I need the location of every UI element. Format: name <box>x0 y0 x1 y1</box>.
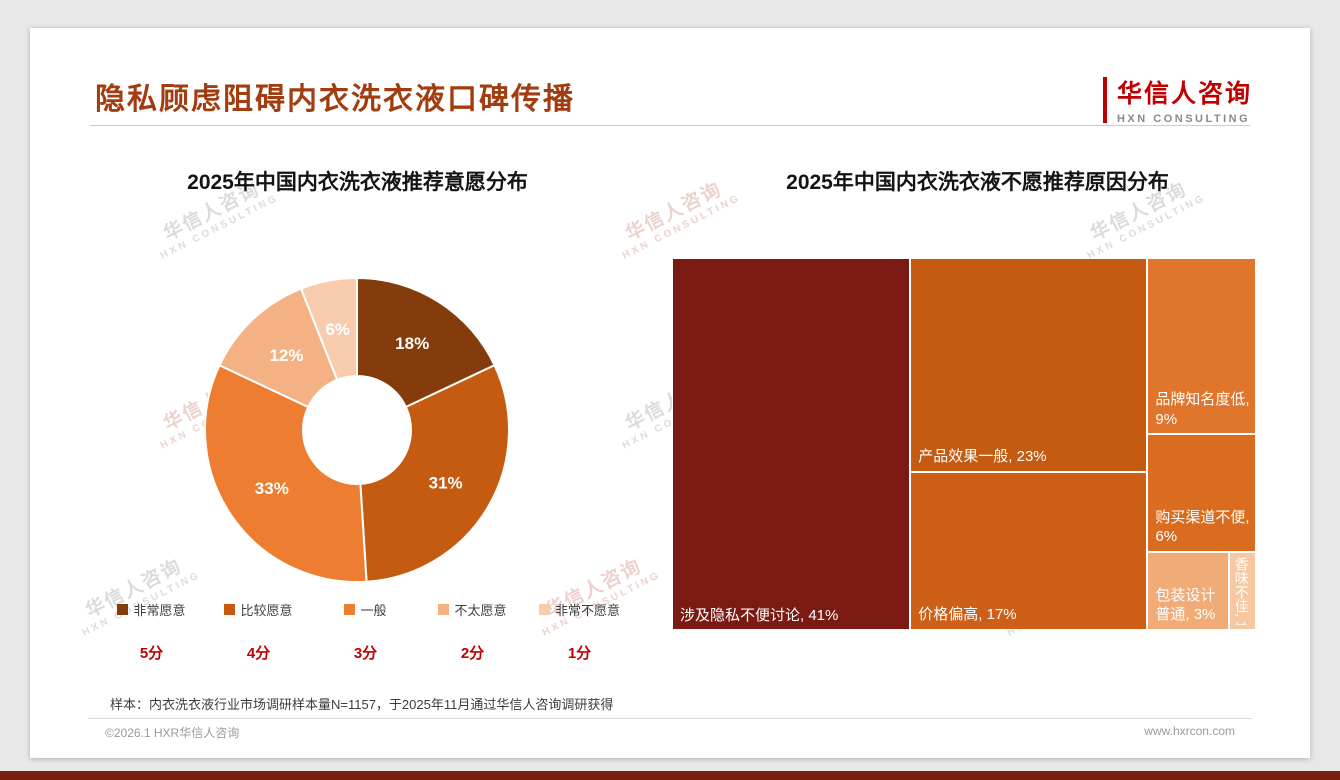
logo-name: 华信人咨询 <box>1116 80 1252 108</box>
logo-mark <box>1102 76 1107 123</box>
score-label: 3分 <box>353 645 378 662</box>
copyright-text: ©2026.1 HXR华信人咨询 <box>105 726 240 740</box>
treemap-cell-she-ji-yin-si: 涉及隐私不便讨论, 41% <box>672 258 911 630</box>
legend-swatch <box>224 604 236 615</box>
donut-slice-2 <box>359 364 510 583</box>
legend-item: 非常愿意 <box>98 600 205 619</box>
score-label: 2分 <box>460 645 485 662</box>
score-label: 4分 <box>246 645 271 662</box>
website-url: www.hxrcon.com <box>1144 724 1235 738</box>
treemap-cell-xiang-wei-bu-jia: 香味不佳, 1% <box>1228 551 1256 630</box>
legend-item: 不太愿意 <box>419 600 526 619</box>
donut-chart-title: 2025年中国内衣洗衣液推荐意愿分布 <box>187 171 528 194</box>
footer: ©2026.1 HXR华信人咨询 www.hxrcon.com <box>105 724 1235 741</box>
legend-label: 不太愿意 <box>454 603 507 618</box>
watermark-line2: HXN CONSULTING <box>158 192 281 262</box>
treemap-cell-gou-mai-qu-dao: 购买渠道不便, 6% <box>1147 434 1256 552</box>
donut-slice-4 <box>218 287 339 409</box>
donut-data-label: 12% <box>269 346 303 365</box>
sample-note: 样本：内衣洗衣液行业市场调研样本量N=1157，于2025年11月通过华信人咨询… <box>110 697 614 712</box>
watermark-line2: HXN CONSULTING <box>1085 192 1208 262</box>
treemap-cell-bao-zhuang-she-ji: 包装设计普通, 3% <box>1147 551 1229 630</box>
treemap-cell-jia-ge-pian-gao: 价格偏高, 17% <box>910 471 1148 630</box>
donut-slice-5 <box>300 277 358 381</box>
score-label: 5分 <box>139 645 164 662</box>
treemap-cell-pin-pai-zhi-ming-du: 品牌知名度低, 9% <box>1147 258 1256 435</box>
donut-data-label: 33% <box>255 479 289 498</box>
treemap-cell-label: 品牌知名度低, 9% <box>1155 391 1250 428</box>
donut-data-label: 6% <box>325 320 350 339</box>
legend-swatch <box>117 604 129 615</box>
legend-label: 一般 <box>360 603 387 618</box>
watermark-line2: HXN CONSULTING <box>620 192 743 262</box>
treemap-cell-label: 购买渠道不便, 6% <box>1155 508 1250 546</box>
donut-data-label: 18% <box>395 334 429 353</box>
treemap-cell-label: 价格偏高, 17% <box>918 606 1017 624</box>
slide-card: 华信人咨询 HXN CONSULTING 华信人咨询 HXN CONSULTING 华信… <box>30 28 1310 758</box>
treemap-cell-label: 产品效果一般, 23% <box>918 448 1047 466</box>
treemap-cell-label: 包装设计普通, 3% <box>1155 586 1216 624</box>
legend-swatch <box>438 604 450 615</box>
header-divider <box>90 125 1250 126</box>
legend-label: 非常愿意 <box>133 603 186 618</box>
legend-label: 非常不愿意 <box>554 603 620 618</box>
donut-slice-1 <box>356 277 496 409</box>
page-title: 隐私顾虑阻碍内衣洗衣液口碑传播 <box>95 83 575 116</box>
logo-text: 华信人咨询 HXN CONSULTING <box>1117 74 1252 125</box>
score-label: 1分 <box>567 645 592 662</box>
donut-data-label: 31% <box>429 473 463 492</box>
footer-divider <box>88 718 1252 719</box>
logo-subtitle: HXN CONSULTING <box>1116 113 1251 125</box>
treemap-cell-chan-pin-xiao-guo: 产品效果一般, 23% <box>910 258 1148 472</box>
legend-swatch <box>538 604 550 615</box>
score-labels-row: 5分 4分 3分 2分 1分 <box>98 642 633 663</box>
treemap-chart: 涉及隐私不便讨论, 41% 产品效果一般, 23% 价格偏高, 17% 品牌知名度低,… <box>672 258 1256 630</box>
treemap-cell-label: 涉及隐私不便讨论, 41% <box>680 606 839 624</box>
treemap-cell-label: 香味不佳, 1% <box>1233 556 1250 625</box>
legend-item: 非常不愿意 <box>526 600 633 619</box>
legend-label: 比较愿意 <box>240 603 293 618</box>
legend-item: 比较愿意 <box>205 600 312 619</box>
company-logo: 华信人咨询 HXN CONSULTING <box>1102 74 1252 125</box>
bottom-accent-bar <box>0 771 1340 780</box>
donut-chart: 18% 31% 33% 12% 6% <box>204 277 510 583</box>
treemap-chart-title: 2025年中国内衣洗衣液不愿推荐原因分布 <box>786 171 1169 194</box>
donut-slice-3 <box>204 364 368 583</box>
legend-swatch <box>344 604 356 615</box>
donut-legend: 非常愿意 比较愿意 一般 不太愿意 非常不愿意 <box>98 600 633 619</box>
legend-item: 一般 <box>312 600 419 619</box>
